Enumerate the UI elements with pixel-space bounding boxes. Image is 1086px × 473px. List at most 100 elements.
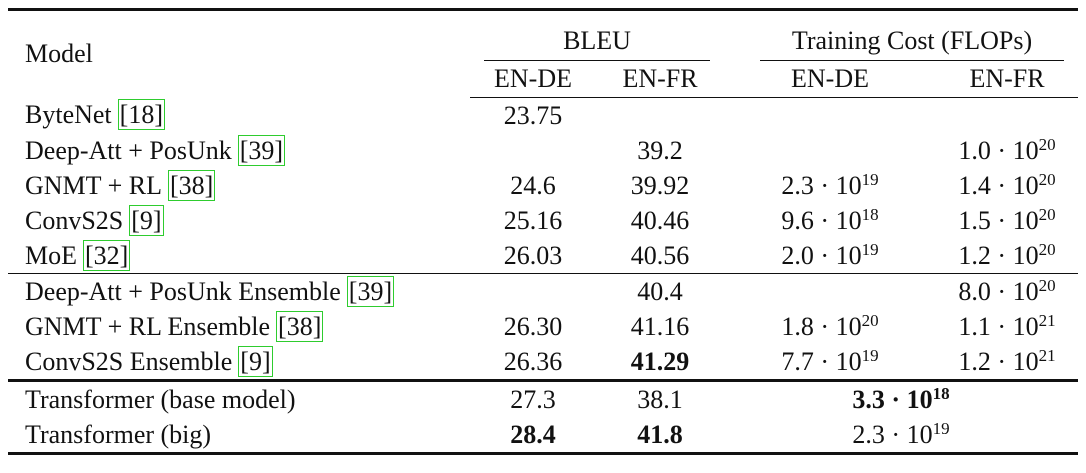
cost-cell: 3.3 · 1018 [724, 379, 1079, 417]
model-name: Transformer (base model) [25, 384, 296, 414]
bleu-score: 27.3 [510, 384, 556, 414]
cost-cell: 7.7 · 1019 [724, 344, 936, 381]
cost-exponent: 19 [932, 418, 950, 438]
model-cell: GNMT + RL [38] [8, 168, 470, 203]
citation: [18] [117, 99, 165, 131]
model-name: Deep-Att + PosUnk [25, 135, 232, 165]
citation: [38] [276, 310, 324, 342]
cost-base: 2.3 · 10 [781, 170, 862, 200]
model-cell: ByteNet [18] [8, 98, 470, 134]
subheader: EN-FR [596, 61, 725, 98]
citation: [39] [237, 134, 286, 166]
cost-cell: 2.0 · 1019 [724, 238, 936, 274]
table-row: MoE [32] 26.03 40.56 2.0 · 1019 1.2 · 1020 [8, 238, 1078, 274]
cost-header-text: Training Cost (FLOPs) [760, 26, 1065, 61]
header-row: Model BLEU Training Cost (FLOPs) [8, 10, 1078, 68]
bleu-score: 41.29 [630, 346, 690, 376]
bleu-cell: 39.92 [596, 168, 724, 203]
model-cell: Deep-Att + PosUnk Ensemble [39] [8, 273, 470, 309]
bleu-score: 26.30 [503, 311, 563, 341]
table-row: Transformer (big) 28.4 41.8 2.3 · 1019 [8, 417, 1078, 454]
subheader: EN-FR [936, 61, 1079, 98]
model-name: Transformer (big) [25, 419, 212, 449]
bleu-cell: 40.56 [596, 238, 724, 274]
bleu-cell [596, 98, 724, 134]
bleu-score: 25.16 [503, 205, 563, 235]
cost-cell: 1.1 · 1021 [936, 309, 1078, 344]
subheader-row: EN-DE EN-FR EN-DE EN-FR [8, 61, 1079, 98]
cost-base: 1.0 · 10 [958, 135, 1039, 165]
cost-base: 9.6 · 10 [781, 205, 862, 235]
model-header: Model [25, 39, 93, 69]
table-row: GNMT + RL Ensemble [38] 26.30 41.16 1.8 · 10… [8, 309, 1078, 344]
cost-exponent: 18 [861, 204, 879, 224]
bleu-header-text: BLEU [484, 26, 711, 61]
model-cell: MoE [32] [8, 238, 470, 274]
citation: [39] [346, 275, 395, 307]
cost-base: 1.4 · 10 [958, 170, 1039, 200]
bleu-score: 40.56 [630, 240, 690, 270]
cost-cell [724, 133, 936, 168]
cost-exponent: 20 [861, 310, 879, 330]
bleu-score: 24.6 [510, 170, 556, 200]
citation: [38] [167, 169, 216, 201]
model-name: GNMT + RL [25, 170, 162, 200]
table-row: ConvS2S [9] 25.16 40.46 9.6 · 1018 1.5 · 1020 [8, 203, 1078, 238]
cost-exponent: 20 [1038, 134, 1056, 154]
subheader: EN-DE [724, 61, 937, 98]
bleu-cell: 27.3 [470, 379, 596, 417]
cost-cell: 1.8 · 1020 [724, 309, 936, 344]
bleu-cell: 39.2 [596, 133, 724, 168]
bleu-cell: 24.6 [470, 168, 596, 203]
model-name: GNMT + RL Ensemble [25, 311, 271, 341]
cost-cell: 1.2 · 1020 [936, 238, 1078, 274]
model-cell: Deep-Att + PosUnk [39] [8, 133, 470, 168]
table-body: ByteNet [18] 23.75 Deep-Att + PosUnk [39] 39.… [8, 98, 1079, 454]
model-cell: ConvS2S [9] [8, 203, 470, 238]
cost-exponent: 21 [1038, 310, 1056, 330]
bleu-score: 40.4 [637, 276, 683, 306]
cost-exponent: 19 [861, 169, 879, 189]
model-cell: GNMT + RL Ensemble [38] [8, 309, 470, 344]
cost-cell [724, 98, 936, 134]
bleu-cell: 41.16 [596, 309, 724, 344]
bleu-cell: 41.29 [596, 344, 724, 381]
cost-base: 3.3 · 10 [852, 384, 933, 414]
model-name: ConvS2S [25, 205, 124, 235]
citation: [9] [129, 204, 164, 236]
cost-cell: 2.3 · 1019 [724, 168, 936, 203]
bleu-score: 41.8 [637, 419, 683, 449]
bleu-score: 26.03 [503, 240, 563, 270]
bleu-score: 23.75 [503, 100, 563, 130]
bleu-cell: 40.4 [596, 273, 725, 309]
cost-base: 2.3 · 10 [852, 419, 933, 449]
cost-exponent: 20 [1038, 239, 1056, 259]
table-row: Deep-Att + PosUnk Ensemble [39] 40.4 8.0 · … [8, 273, 1079, 309]
cost-base: 8.0 · 10 [958, 276, 1039, 306]
citation: [9] [238, 345, 273, 377]
cost-cell: 1.4 · 1020 [936, 168, 1078, 203]
bleu-cell: 28.4 [470, 417, 596, 454]
subheader: EN-DE [470, 61, 596, 98]
cost-cell: 1.0 · 1020 [936, 133, 1078, 168]
cost-base: 1.5 · 10 [958, 205, 1039, 235]
cost-exponent: 19 [861, 345, 879, 365]
bleu-score: 40.46 [630, 205, 690, 235]
model-cell: ConvS2S Ensemble [9] [8, 344, 470, 381]
model-name: Deep-Att + PosUnk Ensemble [25, 276, 341, 306]
cost-exponent: 21 [1038, 345, 1056, 365]
cost-cell: 1.5 · 1020 [936, 203, 1078, 238]
table-row: GNMT + RL [38] 24.6 39.92 2.3 · 1019 1.4 · 10… [8, 168, 1078, 203]
cost-cell [724, 273, 937, 309]
bleu-score: 39.92 [630, 170, 690, 200]
bleu-score: 41.16 [630, 311, 690, 341]
table-row: Deep-Att + PosUnk [39] 39.2 1.0 · 1020 [8, 133, 1078, 168]
bleu-cell [470, 273, 596, 309]
cost-base: 1.8 · 10 [781, 311, 862, 341]
bleu-score: 28.4 [510, 419, 556, 449]
bleu-score: 39.2 [637, 135, 683, 165]
cost-base: 2.0 · 10 [781, 240, 862, 270]
bleu-header: BLEU [470, 10, 724, 61]
bleu-cell: 26.30 [470, 309, 596, 344]
